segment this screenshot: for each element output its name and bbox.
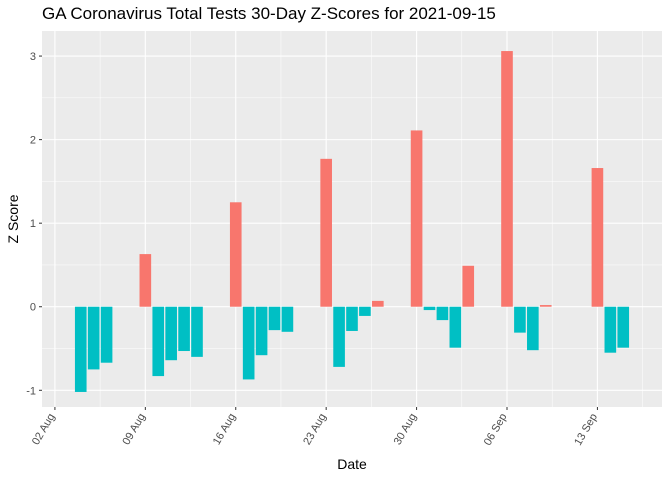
bar [514,306,526,333]
y-tick-label: -1 [26,385,36,397]
x-axis-title: Date [337,456,367,472]
y-tick-label: 0 [30,302,36,314]
minor-gridlines [42,31,662,407]
x-axis: 02 Aug 09 Aug 16 Aug 23 Aug 30 Aug 06 Sep 13 S… [30,407,600,448]
x-tick-label: 23 Aug [301,412,329,448]
bar [255,306,268,356]
bar [268,306,281,331]
x-tick-label: 02 Aug [30,412,58,448]
bar [449,306,462,348]
bar [591,168,604,307]
bar [74,306,87,392]
bar [281,306,294,332]
x-tick-label: 16 Aug [211,412,239,448]
y-axis: -1 0 1 2 3 [26,51,42,397]
bar [178,306,190,352]
bars [74,51,630,392]
bar [165,306,177,361]
bar [462,265,475,307]
bar [604,306,617,353]
bar [152,306,165,377]
bar [539,305,552,307]
bar [359,306,371,316]
y-tick-label: 3 [30,51,36,63]
y-tick-label: 2 [30,135,36,147]
bar [436,306,449,321]
x-tick-label: 06 Sep [482,412,510,448]
bar [527,306,539,351]
bar [346,306,358,331]
chart-title: GA Coronavirus Total Tests 30-Day Z-Scor… [42,4,496,23]
x-tick-label: 13 Sep [572,412,600,448]
y-axis-title: Z Score [5,194,21,243]
bar [410,130,423,307]
x-tick-label: 30 Aug [392,412,420,448]
bar [191,306,203,357]
bar [617,306,630,348]
bar [87,306,100,370]
bar [139,254,152,307]
bar [423,306,436,311]
bar [333,306,345,367]
plot-panel [42,31,662,407]
bar [372,300,384,307]
bar [242,306,255,380]
bar [501,51,513,307]
bar [229,202,242,307]
x-tick-label: 09 Aug [120,412,148,448]
bar [100,306,113,363]
y-tick-label: 1 [30,218,36,230]
bar [320,158,332,307]
